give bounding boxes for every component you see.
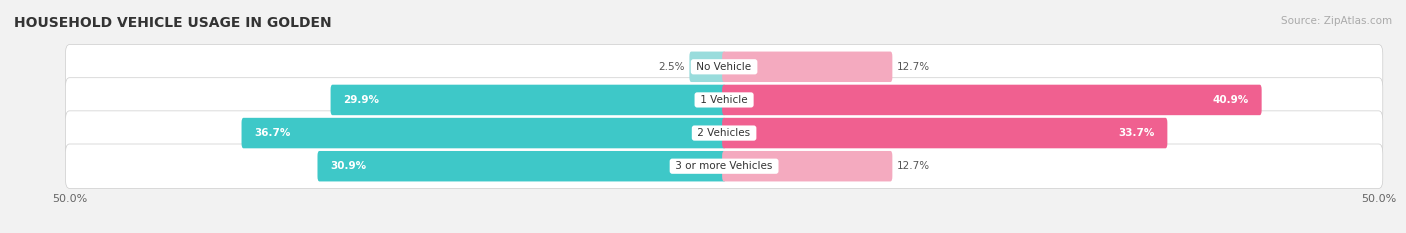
Text: 2.5%: 2.5%	[658, 62, 685, 72]
Text: HOUSEHOLD VEHICLE USAGE IN GOLDEN: HOUSEHOLD VEHICLE USAGE IN GOLDEN	[14, 16, 332, 30]
Text: 12.7%: 12.7%	[897, 62, 931, 72]
Text: 36.7%: 36.7%	[254, 128, 291, 138]
FancyBboxPatch shape	[66, 78, 1382, 122]
FancyBboxPatch shape	[66, 45, 1382, 89]
FancyBboxPatch shape	[242, 118, 725, 148]
Text: Source: ZipAtlas.com: Source: ZipAtlas.com	[1281, 16, 1392, 26]
Text: 12.7%: 12.7%	[897, 161, 931, 171]
FancyBboxPatch shape	[723, 85, 1261, 115]
FancyBboxPatch shape	[723, 118, 1167, 148]
FancyBboxPatch shape	[66, 144, 1382, 188]
Text: No Vehicle: No Vehicle	[693, 62, 755, 72]
Text: 3 or more Vehicles: 3 or more Vehicles	[672, 161, 776, 171]
Text: 33.7%: 33.7%	[1119, 128, 1154, 138]
Text: 2 Vehicles: 2 Vehicles	[695, 128, 754, 138]
Text: 1 Vehicle: 1 Vehicle	[697, 95, 751, 105]
FancyBboxPatch shape	[723, 151, 893, 182]
Text: 40.9%: 40.9%	[1213, 95, 1249, 105]
FancyBboxPatch shape	[330, 85, 725, 115]
FancyBboxPatch shape	[689, 51, 725, 82]
Text: 30.9%: 30.9%	[330, 161, 366, 171]
Text: 29.9%: 29.9%	[343, 95, 380, 105]
FancyBboxPatch shape	[318, 151, 725, 182]
FancyBboxPatch shape	[723, 51, 893, 82]
FancyBboxPatch shape	[66, 111, 1382, 155]
